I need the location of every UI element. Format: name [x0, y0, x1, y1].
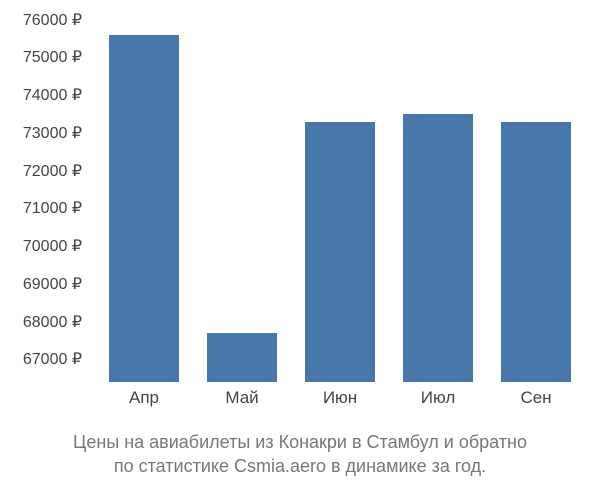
y-tick-label: 71000 ₽	[23, 198, 82, 218]
y-axis: 67000 ₽ 68000 ₽ 69000 ₽ 70000 ₽ 71000 ₽ 72000…	[0, 12, 90, 382]
bars-container	[95, 12, 585, 382]
y-tick-label: 73000 ₽	[23, 123, 82, 143]
y-tick-label: 76000 ₽	[23, 10, 82, 30]
bar	[207, 333, 278, 382]
x-axis: Апр Май Июн Июл Сен	[95, 388, 585, 418]
bar	[501, 122, 572, 383]
x-tick-label: Апр	[129, 388, 159, 408]
y-tick-label: 74000 ₽	[23, 85, 82, 105]
y-tick-label: 67000 ₽	[23, 349, 82, 369]
y-tick-label: 68000 ₽	[23, 312, 82, 332]
bar	[305, 122, 376, 383]
x-tick-label: Июн	[323, 388, 357, 408]
x-tick-label: Июл	[421, 388, 456, 408]
y-tick-label: 69000 ₽	[23, 274, 82, 294]
caption-line-2: по статистике Csmia.aero в динамике за г…	[114, 456, 486, 476]
caption-line-1: Цены на авиабилеты из Конакри в Стамбул …	[73, 432, 527, 452]
y-tick-label: 72000 ₽	[23, 161, 82, 181]
x-tick-label: Май	[225, 388, 258, 408]
chart-caption: Цены на авиабилеты из Конакри в Стамбул …	[0, 430, 600, 479]
y-tick-label: 75000 ₽	[23, 47, 82, 67]
x-tick-label: Сен	[520, 388, 551, 408]
bar	[109, 35, 180, 382]
y-tick-label: 70000 ₽	[23, 236, 82, 256]
chart-plot-area	[95, 12, 585, 382]
bar	[403, 114, 474, 382]
